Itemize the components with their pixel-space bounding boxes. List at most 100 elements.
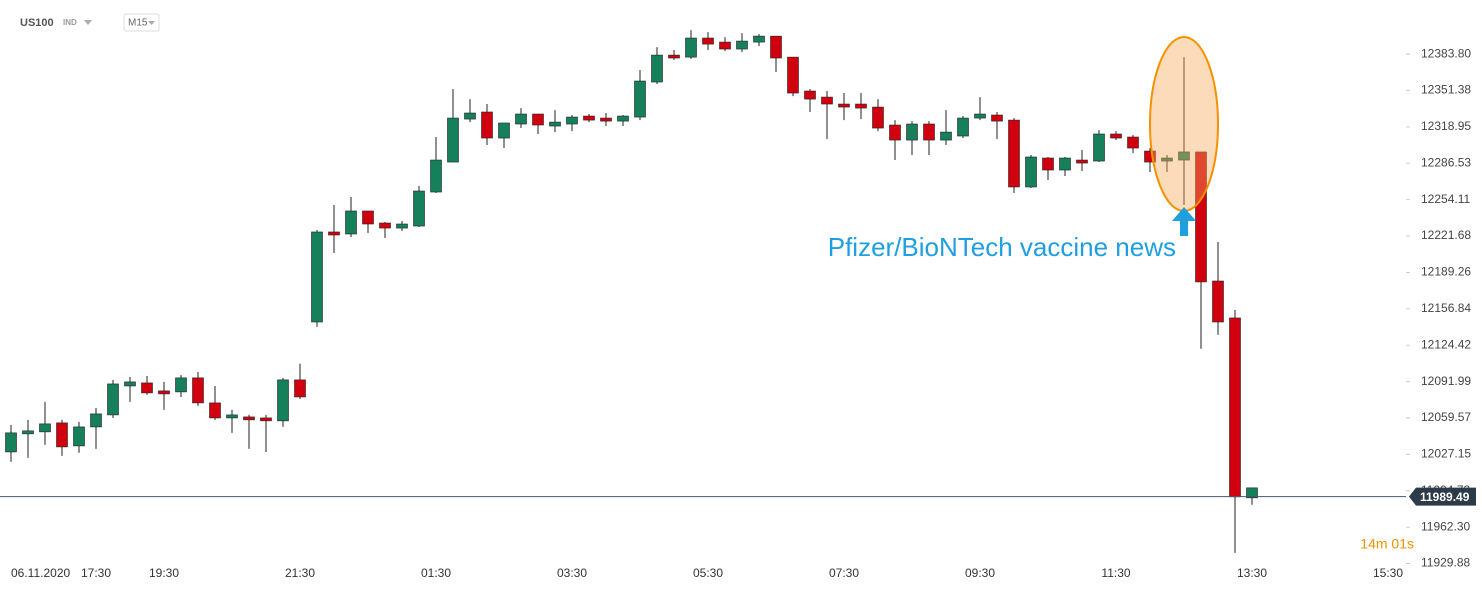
x-tick-label: 21:30 — [285, 566, 315, 580]
candle-body — [1008, 119, 1020, 188]
candle-body — [991, 114, 1003, 122]
x-tick-label: 13:30 — [1237, 566, 1267, 580]
candle-body — [260, 417, 272, 422]
candle-body — [940, 131, 952, 141]
countdown: 14m 01s — [1360, 536, 1414, 552]
candle-body — [1042, 157, 1054, 171]
candle-body — [872, 106, 884, 129]
candle-body — [549, 121, 561, 127]
x-tick-label: 05:30 — [693, 566, 723, 580]
candle-body — [515, 113, 527, 125]
candle-body — [192, 377, 204, 404]
y-tick-label: 11929.88 — [1421, 556, 1470, 570]
candle-body — [294, 379, 306, 398]
y-tick-label: 12254.11 — [1421, 192, 1470, 206]
plot: 06.11.2020 17:30 19:30 21:30 01:30 03:30 05:30… — [0, 30, 1406, 580]
candle-body — [277, 379, 289, 422]
candle-body — [481, 111, 493, 139]
candle-body — [158, 390, 170, 395]
candle-body — [1110, 133, 1122, 139]
x-tick-label: 06.11.2020 — [11, 566, 70, 580]
candle-body — [957, 117, 969, 137]
y-tick-label: 12351.38 — [1421, 83, 1471, 97]
candle-body — [906, 123, 918, 141]
candle-body — [600, 117, 612, 122]
candle-body — [889, 124, 901, 141]
candle-body — [1178, 151, 1190, 161]
candle-body — [498, 122, 510, 139]
candle-body — [617, 115, 629, 122]
y-tick-label: 12091.99 — [1421, 374, 1471, 388]
candle-body — [787, 56, 799, 94]
x-tick-label: 01:30 — [421, 566, 451, 580]
candle-body — [651, 54, 663, 83]
y-tick-label: 12318.95 — [1421, 119, 1471, 133]
dropdown-arrow[interactable] — [84, 20, 92, 25]
candle-body — [141, 382, 153, 394]
x-tick-label: 11:30 — [1101, 566, 1130, 580]
last-price-label: 11989.49 — [1420, 490, 1470, 504]
candle-body — [328, 231, 340, 236]
candle-body — [90, 413, 102, 428]
candle-body — [668, 54, 680, 59]
x-tick-label: 09:30 — [965, 566, 995, 580]
price-axis: 12383.80 12351.38 12318.95 12286.53 12254.11… — [1406, 46, 1476, 570]
candle-body — [532, 113, 544, 126]
candle-body — [56, 422, 68, 448]
candle-body — [1127, 136, 1139, 149]
y-tick-label: 12124.42 — [1421, 337, 1471, 351]
exchange: IND — [63, 18, 77, 27]
y-tick-label: 12286.53 — [1421, 155, 1471, 169]
candle-body — [855, 103, 867, 109]
y-tick-label: 12383.80 — [1421, 46, 1471, 60]
candle-body — [974, 113, 986, 119]
candle-body — [124, 381, 136, 387]
candle-body — [685, 37, 697, 58]
candle-body — [345, 210, 357, 235]
candle-body — [447, 117, 459, 163]
candle-body — [821, 96, 833, 105]
y-tick-label: 12221.68 — [1421, 228, 1471, 242]
candle-body — [379, 222, 391, 229]
candle-body — [1161, 157, 1173, 162]
candle-body — [1212, 280, 1224, 323]
candle-body — [1059, 157, 1071, 171]
candle-body — [583, 115, 595, 121]
symbol[interactable]: US100 — [20, 17, 54, 29]
candle-body — [243, 416, 255, 421]
candle-body — [1195, 151, 1207, 283]
timeframe-box[interactable] — [123, 13, 160, 32]
candle-body — [39, 423, 51, 433]
x-tick-label: 07:30 — [829, 566, 859, 580]
y-tick-label: 12059.57 — [1421, 410, 1471, 424]
candle-body — [209, 402, 221, 419]
candle-body — [1025, 156, 1037, 188]
y-tick-label: 12027.15 — [1421, 447, 1471, 461]
candle-body — [396, 223, 408, 229]
candle-body — [1076, 159, 1088, 164]
candle-body — [311, 231, 323, 323]
candle-body — [1144, 150, 1156, 163]
candle-body — [702, 37, 714, 45]
candle-body — [5, 432, 17, 453]
candle-body — [753, 35, 765, 43]
toolbar: US100 IND M15 — [20, 13, 160, 32]
candle-body — [430, 159, 442, 193]
candle-body — [107, 383, 119, 416]
candle-body — [770, 35, 782, 59]
candle-body — [362, 210, 374, 225]
y-tick-label: 11962.30 — [1421, 519, 1470, 533]
candle-body — [838, 103, 850, 108]
candle-body — [413, 190, 425, 227]
dropdown-arrow[interactable] — [148, 21, 155, 25]
candle-body — [566, 116, 578, 125]
candle-body — [719, 41, 731, 50]
x-tick-label: 19:30 — [149, 566, 179, 580]
candle-body — [464, 112, 476, 120]
candle-body — [226, 414, 238, 419]
y-tick-label: 12189.26 — [1421, 265, 1471, 279]
timeframe[interactable]: M15 — [128, 18, 148, 29]
x-tick-label: 03:30 — [557, 566, 587, 580]
arrow — [1172, 207, 1196, 236]
candle-body — [736, 40, 748, 50]
